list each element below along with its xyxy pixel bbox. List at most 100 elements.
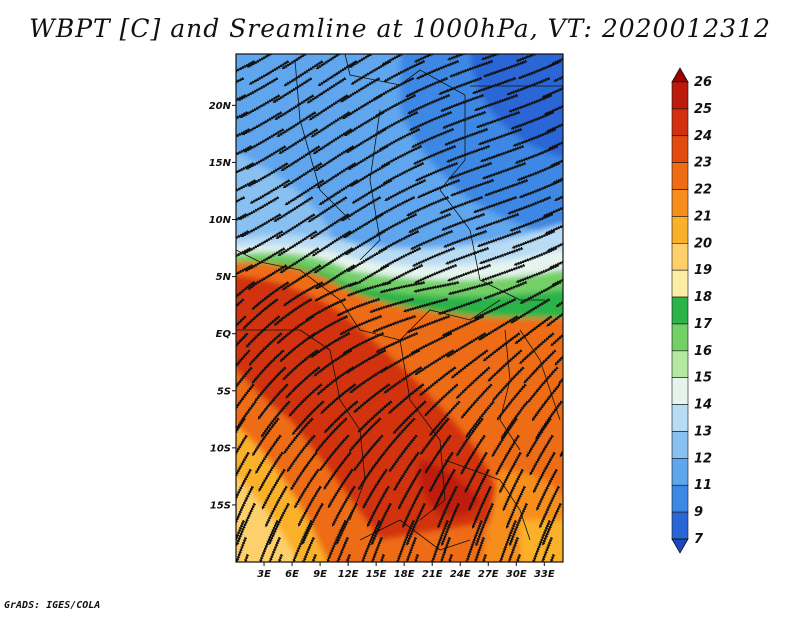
streamline [570, 401, 596, 438]
colorbar-label: 9 [694, 505, 703, 520]
streamline [403, 553, 420, 562]
streamlines [236, 54, 596, 614]
y-tick-label: EQ [216, 329, 232, 340]
y-tick-label: 15S [210, 500, 231, 511]
streamline [447, 54, 491, 61]
x-tick-label: 12E [338, 569, 359, 580]
y-tick-label: 20N [209, 101, 232, 112]
x-tick-label: 33E [534, 569, 555, 580]
x-tick-label: 9E [313, 569, 327, 580]
colorbar-swatch [671, 189, 689, 217]
colorbar-label: 23 [694, 156, 712, 171]
colorbar-swatch [671, 377, 689, 405]
chart-title: WBPT [C] and Sreamline at 1000hPa, VT: 2… [29, 14, 771, 43]
colorbar-label: 7 [694, 532, 704, 547]
streamline [538, 553, 556, 562]
colorbar-label: 17 [694, 317, 713, 332]
colorbar-label: 19 [694, 263, 712, 278]
grads-credit: GrADS: IGES/COLA [4, 600, 101, 611]
colorbar-swatch [671, 404, 689, 432]
streamline [236, 417, 247, 459]
colorbar-swatch [671, 135, 689, 163]
streamline [236, 332, 249, 369]
colorbar-label: 20 [694, 236, 712, 251]
streamline [576, 503, 595, 544]
streamline [573, 486, 593, 526]
streamline [471, 553, 488, 562]
streamline [236, 349, 251, 387]
colorbar-swatch [671, 350, 689, 379]
y-tick-label: 10N [209, 215, 232, 226]
border-line [359, 109, 381, 261]
streamline [437, 553, 454, 562]
colorbar-label: 18 [694, 290, 712, 305]
streamline [236, 229, 250, 252]
streamline [558, 349, 563, 385]
x-tick-label: 6E [285, 569, 299, 580]
colorbar-label: 12 [694, 451, 712, 466]
colorbar-swatch [671, 269, 689, 298]
colorbar-label: 22 [694, 183, 712, 198]
streamline [299, 553, 318, 562]
streamline [572, 554, 588, 596]
map-frame [235, 53, 564, 563]
y-axis: 20N 15N 10N 5N EQ 5S 10S 15S [209, 101, 236, 511]
colorbar: 26 25 24 23 22 21 20 19 18 17 16 15 14 13 12 11 9 7 [671, 67, 713, 554]
colorbar-swatch [671, 511, 689, 540]
streamline [236, 519, 246, 562]
streamline [236, 263, 254, 288]
streamline [236, 434, 249, 476]
streamline [515, 54, 560, 62]
colorbar-swatch [671, 458, 689, 486]
streamline [236, 127, 251, 150]
colorbar-label: 14 [694, 398, 712, 413]
streamline [236, 280, 256, 313]
streamline [570, 469, 591, 509]
border-line [444, 459, 531, 541]
colorbar-label: 25 [694, 102, 712, 117]
colorbar-swatch [671, 484, 689, 513]
streamline [271, 571, 284, 614]
border-line [439, 189, 545, 301]
streamline [567, 384, 594, 420]
map-field [236, 54, 596, 614]
streamline [236, 144, 253, 167]
colorbar-label: 15 [694, 371, 712, 386]
border-line [359, 519, 471, 551]
streamline [559, 417, 563, 458]
colorbar-label: 16 [694, 344, 712, 359]
streamline [480, 54, 525, 61]
streamline [237, 571, 250, 614]
colorbar-label: 26 [694, 75, 712, 90]
colorbar-label: 24 [694, 129, 712, 144]
colorbar-swatch [671, 431, 689, 459]
field-cool-southeast [520, 520, 563, 562]
streamline [574, 571, 590, 613]
streamline [236, 59, 256, 82]
x-tick-label: 18E [394, 569, 415, 580]
streamline [236, 246, 252, 269]
border-line [519, 329, 561, 421]
streamline [236, 553, 250, 562]
x-tick-label: 27E [478, 569, 499, 580]
border-line [499, 329, 521, 451]
y-tick-label: 15N [209, 158, 232, 169]
y-tick-label: 5S [217, 386, 231, 397]
colorbar-top-arrow [671, 67, 689, 83]
colorbar-label: 13 [694, 424, 712, 439]
x-tick-label: 21E [422, 569, 443, 580]
x-tick-label: 24E [450, 569, 471, 580]
streamline [266, 553, 284, 562]
border-line [299, 329, 366, 521]
border-line [236, 249, 501, 341]
colorbar-label: 11 [694, 478, 712, 493]
y-tick-label: 10S [210, 443, 231, 454]
x-tick-label: 30E [506, 569, 527, 580]
border-line [294, 59, 351, 221]
border-line [399, 339, 446, 521]
streamline [505, 553, 522, 562]
colorbar-swatch [671, 162, 689, 190]
streamline [334, 553, 352, 562]
colorbar-swatch [671, 323, 689, 352]
